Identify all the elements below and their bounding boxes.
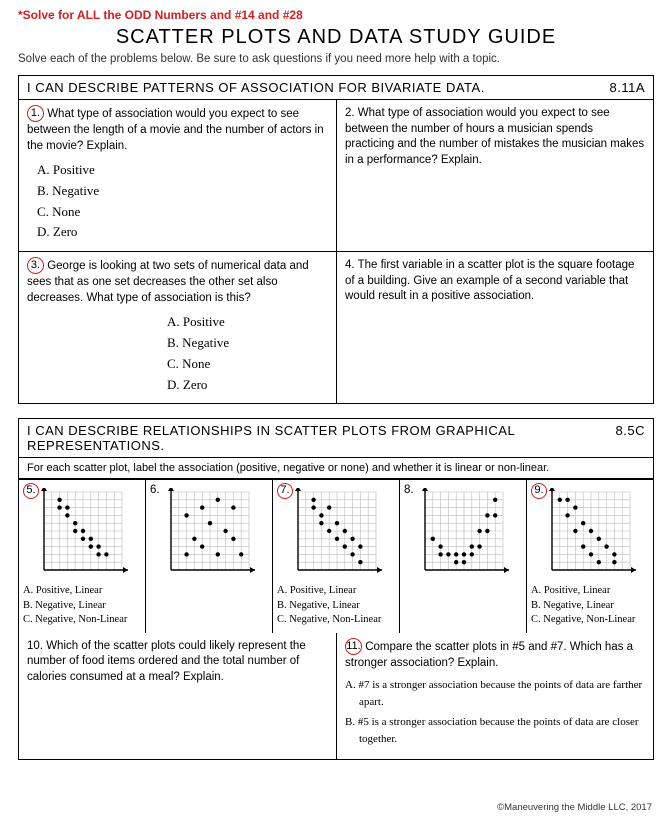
plot-num: 6. <box>150 484 160 496</box>
plot-cell: 8. <box>400 480 527 633</box>
q3-opt-b: B. Negative <box>167 333 328 354</box>
scatter-plot <box>161 488 257 580</box>
q4-text: The first variable in a scatter plot is … <box>345 259 634 302</box>
page-subtitle: Solve each of the problems below. Be sur… <box>18 53 654 65</box>
plot-cell: 6. <box>146 480 273 633</box>
q11-num: 11. <box>345 638 362 655</box>
q1-opt-b: B. Negative <box>37 181 328 202</box>
q11-options: A. #7 is a stronger association because … <box>345 677 645 747</box>
scatter-plot <box>415 488 511 580</box>
plot-num: 7. <box>277 484 293 500</box>
q3-opt-d: D. Zero <box>167 375 328 396</box>
plot-answers: A. Positive, LinearB. Negative, LinearC.… <box>531 584 649 627</box>
page-title: SCATTER PLOTS AND DATA STUDY GUIDE <box>18 26 654 49</box>
q3-num: 3. <box>27 257 44 274</box>
question-4: 4. The first variable in a scatter plot … <box>336 252 653 403</box>
scatter-plot <box>34 488 130 580</box>
copyright: ©Maneuvering the Middle LLC, 2017 <box>497 802 652 813</box>
q1-opt-c: C. None <box>37 202 328 223</box>
q1-options: A. Positive B. Negative C. None D. Zero <box>27 160 328 243</box>
q11-text: Compare the scatter plots in #5 and #7. … <box>345 641 633 669</box>
plot-cell: 9. A. Positive, LinearB. Negative, Linear… <box>527 480 653 633</box>
section-1-code: 8.11A <box>609 80 645 95</box>
q2-num: 2. <box>345 107 355 119</box>
section-2-sub: For each scatter plot, label the associa… <box>19 458 653 479</box>
plot-cell: 5. A. Positive, LinearB. Negative, Linear… <box>19 480 146 633</box>
q3-options: A. Positive B. Negative C. None D. Zero <box>157 312 328 395</box>
plot-answers: A. Positive, LinearB. Negative, LinearC.… <box>277 584 395 627</box>
plot-num: 8. <box>404 484 414 496</box>
instruction-note: *Solve for ALL the ODD Numbers and #14 a… <box>18 8 654 22</box>
section-2: I CAN DESCRIBE RELATIONSHIPS IN SCATTER … <box>18 418 654 760</box>
q1-text: What type of association would you expec… <box>27 108 324 152</box>
q1-opt-d: D. Zero <box>37 222 328 243</box>
section-2-code: 8.5C <box>616 423 645 453</box>
plot-answers: A. Positive, LinearB. Negative, LinearC.… <box>23 584 141 627</box>
scatter-plot <box>542 488 638 580</box>
q4-num: 4. <box>345 259 355 271</box>
section-1-header: I CAN DESCRIBE PATTERNS OF ASSOCIATION F… <box>19 76 653 100</box>
section-2-header: I CAN DESCRIBE RELATIONSHIPS IN SCATTER … <box>19 419 653 458</box>
plot-num: 5. <box>23 484 39 500</box>
question-1: 1. What type of association would you ex… <box>19 100 336 251</box>
question-3: 3. George is looking at two sets of nume… <box>19 252 336 403</box>
q11-opt-a: A. #7 is a stronger association because … <box>345 677 645 710</box>
q10-num: 10. <box>27 640 43 652</box>
section-2-header-text: I CAN DESCRIBE RELATIONSHIPS IN SCATTER … <box>27 423 616 453</box>
section-1-header-text: I CAN DESCRIBE PATTERNS OF ASSOCIATION F… <box>27 80 485 95</box>
q1-opt-a: A. Positive <box>37 160 328 181</box>
question-2: 2. What type of association would you ex… <box>336 100 653 251</box>
q10-text: Which of the scatter plots could likely … <box>27 640 306 683</box>
plot-cell: 7. A. Positive, LinearB. Negative, Linear… <box>273 480 400 633</box>
q3-opt-c: C. None <box>167 354 328 375</box>
q2-text: What type of association would you expec… <box>345 107 644 166</box>
section-1: I CAN DESCRIBE PATTERNS OF ASSOCIATION F… <box>18 75 654 404</box>
q3-opt-a: A. Positive <box>167 312 328 333</box>
q1-num: 1. <box>27 105 44 122</box>
plots-row: 5. A. Positive, LinearB. Negative, Linear… <box>19 479 653 633</box>
q11-opt-b: B. #5 is a stronger association because … <box>345 714 645 747</box>
scatter-plot <box>288 488 384 580</box>
question-10: 10. Which of the scatter plots could lik… <box>19 633 336 760</box>
plot-num: 9. <box>531 484 547 500</box>
q3-text: George is looking at two sets of numeric… <box>27 260 309 304</box>
question-11: 11. Compare the scatter plots in #5 and … <box>336 633 653 760</box>
